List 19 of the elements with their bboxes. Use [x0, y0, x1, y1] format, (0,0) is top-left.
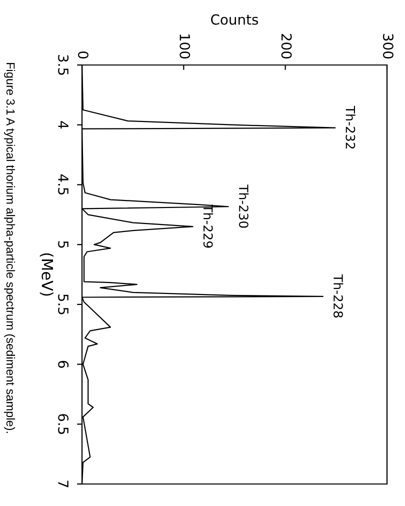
x-tick-label: 200: [281, 34, 292, 59]
y-tick-label: 4: [58, 121, 68, 128]
annotation: Th-228: [334, 274, 344, 318]
y-tick-label: 4.5: [58, 174, 68, 195]
x-tick-label: 0: [78, 52, 88, 59]
y-tick-label: 6.5: [58, 414, 69, 434]
y-tick-label: 5.5: [58, 294, 68, 314]
x-tick-label: 300: [382, 34, 394, 59]
annotation: Th-230: [238, 184, 249, 228]
caption: Figure 3.1 A typical thorium alpha-particle spectrum (sediment sample).: [4, 62, 16, 433]
annotation: Th-232: [346, 106, 356, 149]
y-tick-label: 3.5: [58, 55, 69, 75]
x-axis-title: Counts: [211, 14, 258, 25]
annotation: Th-229: [203, 204, 214, 248]
y-tick-label: 5: [58, 241, 68, 248]
y-tick-label: 7: [58, 480, 68, 488]
y-axis-title: (MeV): [40, 253, 54, 296]
y-tick-label: 6: [58, 360, 69, 368]
x-tick-label: 100: [180, 34, 190, 59]
